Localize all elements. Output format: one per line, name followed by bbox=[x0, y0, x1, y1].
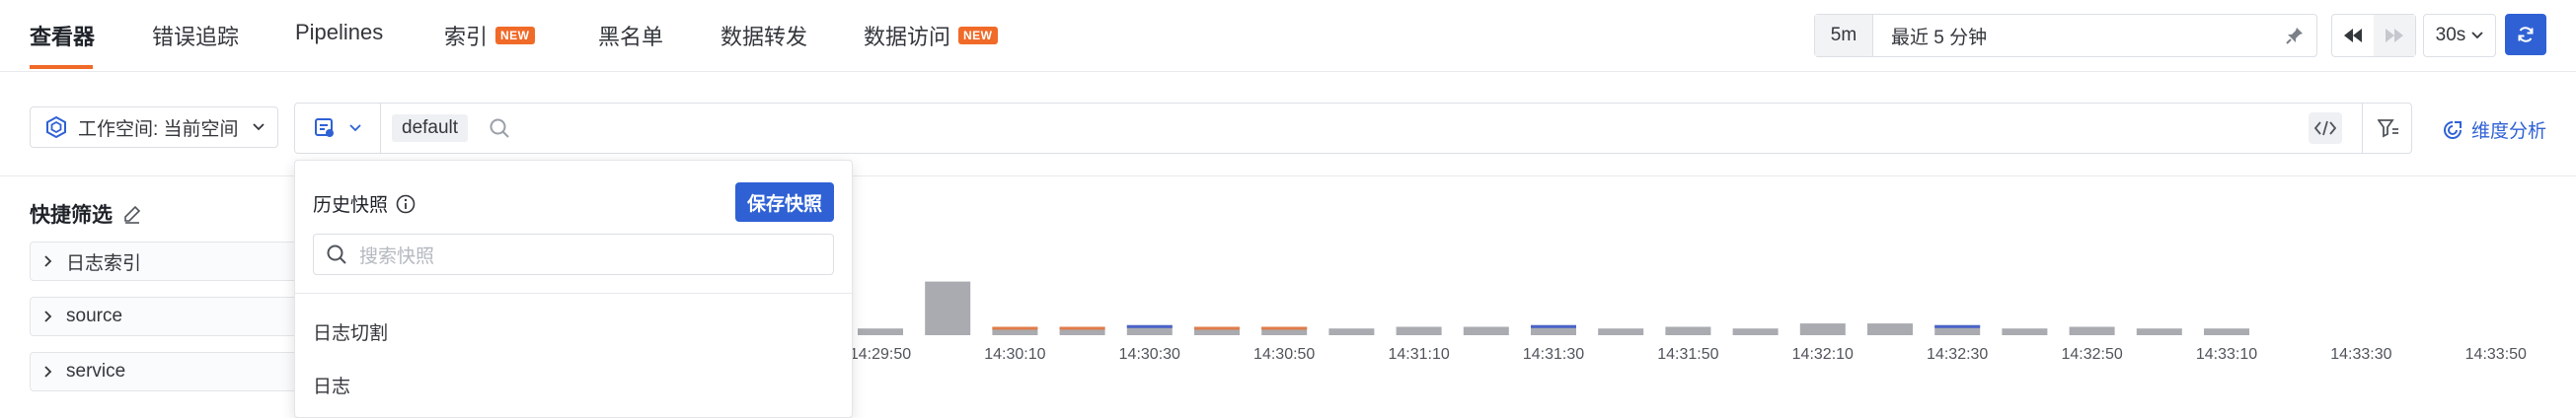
x-tick-label: 14:30:10 bbox=[984, 346, 1045, 363]
info-icon[interactable] bbox=[396, 194, 416, 214]
x-tick-label: 14:31:50 bbox=[1657, 346, 1718, 363]
x-tick-label: 14:32:10 bbox=[1792, 346, 1854, 363]
x-tick-label: 14:33:10 bbox=[2196, 346, 2257, 363]
active-tab-indicator bbox=[30, 65, 93, 69]
time-quick-select[interactable]: 5m bbox=[1815, 15, 1873, 56]
rewind-icon[interactable] bbox=[2332, 15, 2374, 56]
histogram-bar[interactable] bbox=[1194, 326, 1240, 336]
histogram-bar[interactable] bbox=[1665, 326, 1711, 336]
quick-filter-item-service[interactable]: service bbox=[30, 352, 301, 391]
tab-blacklist[interactable]: 黑名单 bbox=[598, 25, 664, 49]
x-tick-label: 14:30:30 bbox=[1119, 346, 1180, 363]
histogram-bar[interactable] bbox=[2002, 328, 2048, 335]
snapshot-icon bbox=[315, 118, 334, 137]
histogram-bar-segment[interactable] bbox=[1126, 324, 1173, 328]
refresh-icon bbox=[2518, 27, 2534, 42]
histogram-bar[interactable] bbox=[1934, 324, 1981, 335]
histogram-bar[interactable] bbox=[1732, 328, 1779, 335]
x-tick-label: 14:30:50 bbox=[1253, 346, 1315, 363]
fast-forward-icon[interactable] bbox=[2374, 15, 2415, 56]
histogram-bar[interactable] bbox=[1059, 326, 1105, 336]
edit-icon[interactable] bbox=[122, 204, 142, 224]
section-divider bbox=[0, 175, 2576, 176]
chevron-right-icon bbox=[44, 255, 52, 267]
workspace-cube-icon bbox=[46, 115, 66, 139]
snapshot-item[interactable]: 日志 bbox=[313, 377, 351, 397]
x-tick-label: 14:32:50 bbox=[2061, 346, 2122, 363]
workspace-select[interactable]: 工作空间: 当前空间 bbox=[30, 106, 278, 148]
save-snapshot-button[interactable]: 保存快照 bbox=[735, 182, 834, 222]
time-range-picker[interactable]: 5m 最近 5 分钟 bbox=[1814, 14, 2317, 57]
histogram-bar[interactable] bbox=[1328, 328, 1375, 335]
histogram-bar[interactable] bbox=[858, 328, 903, 335]
quick-filter-item-log-index[interactable]: 日志索引 bbox=[30, 242, 301, 281]
histogram-bar[interactable] bbox=[1396, 326, 1442, 336]
histogram-bar[interactable] bbox=[1867, 323, 1913, 335]
chevron-right-icon bbox=[44, 366, 52, 378]
histogram-bar[interactable] bbox=[992, 326, 1038, 336]
query-bar: default bbox=[294, 103, 2412, 154]
snapshot-header: 历史快照 bbox=[313, 190, 416, 217]
histogram-bar-segment[interactable] bbox=[992, 326, 1038, 330]
search-icon bbox=[327, 244, 346, 264]
snapshot-search-input[interactable]: 搜索快照 bbox=[313, 234, 834, 275]
histogram-bar[interactable] bbox=[2204, 328, 2249, 335]
snapshot-divider bbox=[295, 293, 852, 294]
histogram-bar[interactable] bbox=[925, 281, 971, 335]
histogram-bar[interactable] bbox=[1531, 324, 1576, 335]
x-tick-label: 14:31:10 bbox=[1388, 346, 1449, 363]
chevron-right-icon bbox=[44, 311, 52, 322]
pin-icon[interactable] bbox=[2273, 26, 2316, 45]
histogram-bar-segment[interactable] bbox=[1934, 324, 1981, 328]
playback-controls bbox=[2331, 14, 2416, 57]
x-tick-label: 14:31:30 bbox=[1523, 346, 1584, 363]
refresh-button[interactable] bbox=[2505, 14, 2546, 55]
tab-index[interactable]: 索引 NEW bbox=[444, 20, 535, 51]
new-badge: NEW bbox=[958, 27, 998, 44]
snapshot-dropdown: 历史快照 保存快照 搜索快照 日志切割 日志 bbox=[294, 160, 853, 418]
x-tick-label: 14:33:50 bbox=[2465, 346, 2527, 363]
histogram-bar[interactable] bbox=[2136, 328, 2182, 335]
index-chip[interactable]: default bbox=[392, 114, 469, 142]
chevron-down-icon bbox=[252, 123, 265, 131]
chevron-down-icon bbox=[2471, 32, 2483, 39]
chevron-down-icon bbox=[349, 124, 361, 132]
x-tick-label: 14:33:30 bbox=[2330, 346, 2391, 363]
filter-settings-button[interactable] bbox=[2362, 104, 2414, 153]
code-mode-button[interactable] bbox=[2309, 112, 2342, 144]
filter-icon bbox=[2378, 119, 2398, 138]
histogram-bar[interactable] bbox=[1799, 323, 1846, 335]
refresh-interval-select[interactable]: 30s bbox=[2423, 14, 2496, 57]
x-tick-label: 14:29:50 bbox=[850, 346, 911, 363]
histogram-bar[interactable] bbox=[1463, 326, 1509, 336]
code-icon bbox=[2314, 120, 2336, 136]
histogram-bar-segment[interactable] bbox=[1261, 326, 1308, 330]
histogram-bar[interactable] bbox=[1126, 324, 1173, 335]
x-tick-label: 14:32:30 bbox=[1927, 346, 1988, 363]
snapshot-toggle[interactable] bbox=[295, 104, 381, 153]
snapshot-item[interactable]: 日志切割 bbox=[313, 323, 389, 344]
search-icon bbox=[489, 117, 510, 144]
dimension-analysis-link[interactable]: 维度分析 bbox=[2442, 116, 2546, 143]
new-badge: NEW bbox=[495, 27, 535, 44]
histogram-bar-segment[interactable] bbox=[1194, 326, 1240, 330]
histogram-bar[interactable] bbox=[1261, 326, 1308, 336]
tab-data-forward[interactable]: 数据转发 bbox=[720, 25, 808, 49]
top-nav: 查看器 错误追踪 Pipelines 索引 NEW 黑名单 数据转发 数据访问 NE… bbox=[0, 0, 2576, 72]
histogram-bar[interactable] bbox=[2069, 326, 2115, 336]
histogram-bar-segment[interactable] bbox=[1531, 324, 1576, 328]
histogram-bar[interactable] bbox=[1598, 328, 1644, 335]
quick-filter-title: 快捷筛选 bbox=[30, 199, 142, 229]
time-range-text[interactable]: 最近 5 分钟 bbox=[1891, 27, 1988, 48]
tab-viewer[interactable]: 查看器 bbox=[30, 25, 96, 49]
quick-filter-item-source[interactable]: source bbox=[30, 297, 301, 336]
dimension-analysis-icon bbox=[2444, 120, 2462, 139]
histogram-bar-segment[interactable] bbox=[1059, 326, 1105, 330]
tab-pipelines[interactable]: Pipelines bbox=[295, 20, 384, 44]
tab-data-access[interactable]: 数据访问 NEW bbox=[864, 20, 998, 51]
tab-error-tracking[interactable]: 错误追踪 bbox=[152, 25, 240, 49]
